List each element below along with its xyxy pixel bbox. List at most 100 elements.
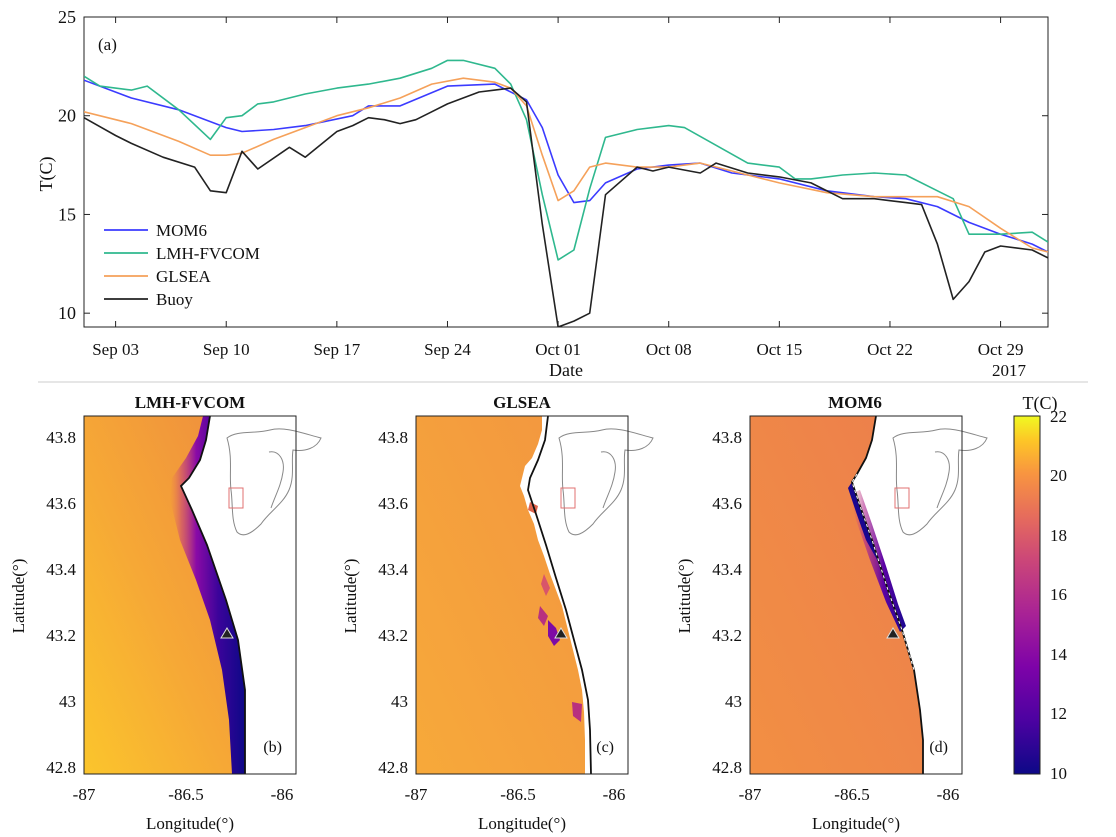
cold-patch [541, 574, 550, 596]
x-tick-label: -86 [937, 785, 960, 804]
colorbar-tick: 16 [1050, 585, 1067, 604]
legend-label: LMH-FVCOM [156, 244, 260, 263]
x-axis-label: Longitude(°) [146, 814, 234, 833]
y-tick-label: 42.8 [712, 758, 742, 777]
y-tick-label: 15 [58, 204, 76, 224]
cold-patch [548, 620, 560, 646]
upwelling-cold-band [848, 482, 880, 565]
x-axis-label: Longitude(°) [812, 814, 900, 833]
map-frame [749, 415, 963, 775]
x-tick-label: Oct 15 [756, 340, 802, 359]
series-line-mom6 [84, 79, 1048, 253]
great-lakes-inset [558, 428, 654, 536]
y-tick-label: 43.8 [46, 428, 76, 447]
y-axis-label: Latitude(°) [9, 559, 28, 634]
y-axis-label: Latitude(°) [341, 559, 360, 634]
colorbar: T(C) 10 12 14 16 18 20 22 [1013, 393, 1068, 783]
y-tick-label: 43 [391, 692, 408, 711]
colorbar-tick: 22 [1050, 407, 1067, 426]
y-axis-label: Latitude(°) [675, 559, 694, 634]
timeseries-plot-area [83, 16, 1049, 328]
y-tick-label: 43.8 [378, 428, 408, 447]
series-line-buoy [84, 87, 1048, 327]
year-label: 2017 [992, 361, 1027, 380]
colorbar-gradient [1013, 415, 1041, 775]
panel-label-c: (c) [596, 739, 614, 756]
upwelling-cold-band [170, 416, 245, 774]
y-tick-label: 43.6 [378, 494, 408, 513]
x-tick-label: Sep 24 [424, 340, 471, 359]
y-tick-label: 20 [58, 106, 76, 126]
x-tick-label: Oct 22 [867, 340, 913, 359]
x-tick-label: Sep 17 [313, 340, 360, 359]
panel-label-d: (d) [929, 739, 948, 756]
x-axis-label: Date [549, 360, 583, 380]
y-tick-label: 43.6 [712, 494, 742, 513]
colorbar-tick: 20 [1050, 466, 1067, 485]
x-tick-label: Oct 29 [978, 340, 1024, 359]
y-axis-label: T(C) [36, 157, 57, 192]
x-tick-label: -87 [405, 785, 428, 804]
y-tick-label: 42.8 [378, 758, 408, 777]
x-tick-label: -86 [603, 785, 626, 804]
temperature-field [84, 416, 245, 774]
x-axis-label: Longitude(°) [478, 814, 566, 833]
x-tick-label: Sep 10 [203, 340, 250, 359]
map-title: LMH-FVCOM [135, 393, 245, 412]
y-tick-label: 43.2 [378, 626, 408, 645]
y-tick-label: 43.4 [378, 560, 408, 579]
temperature-field [750, 416, 923, 774]
timeseries-panel: 10 15 20 25 Sep 03 Sep 10 Sep 17 Sep 24 Oct 01 O… [36, 7, 1088, 383]
y-tick-label: 43 [725, 692, 742, 711]
shoreline [179, 415, 246, 774]
x-tick-label: -86.5 [168, 785, 203, 804]
buoy-marker [220, 627, 234, 639]
legend: MOM6 LMH-FVCOM GLSEA Buoy [104, 221, 260, 309]
y-tick-label: 43.8 [712, 428, 742, 447]
y-tick-label: 25 [58, 7, 76, 27]
x-tick-label: -86 [271, 785, 294, 804]
y-axis-ticks: 10 15 20 25 [58, 7, 1048, 323]
great-lakes-inset [226, 428, 322, 536]
colorbar-tick: 12 [1050, 704, 1067, 723]
legend-label: MOM6 [156, 221, 207, 240]
legend-label: Buoy [156, 290, 193, 309]
colorbar-tick: 10 [1050, 764, 1067, 783]
x-tick-label: -86.5 [500, 785, 535, 804]
buoy-marker [886, 627, 900, 639]
map-panel-glsea: GLSEA (c) -87 -86.5 -86 Longitude(°) 42.… [341, 393, 654, 833]
x-tick-label: -87 [73, 785, 96, 804]
x-axis-ticks: Sep 03 Sep 10 Sep 17 Sep 24 Oct 01 Oct 08 Oct … [92, 17, 1023, 359]
colorbar-tick: 18 [1050, 526, 1067, 545]
y-tick-label: 42.8 [46, 758, 76, 777]
x-tick-label: -87 [739, 785, 762, 804]
y-tick-label: 43 [59, 692, 76, 711]
colorbar-tick: 14 [1050, 645, 1068, 664]
y-tick-label: 43.4 [46, 560, 76, 579]
buoy-marker [554, 627, 568, 639]
x-tick-label: Oct 08 [646, 340, 692, 359]
map-title: GLSEA [493, 393, 551, 412]
y-tick-label: 43.6 [46, 494, 76, 513]
x-tick-label: Sep 03 [92, 340, 139, 359]
shoreline [527, 415, 592, 775]
legend-label: GLSEA [156, 267, 212, 286]
temperature-field [416, 416, 585, 774]
shoreline [851, 415, 924, 774]
panel-label-b: (b) [263, 739, 282, 756]
map-title: MOM6 [828, 393, 882, 412]
y-tick-label: 43.4 [712, 560, 742, 579]
x-tick-label: Oct 01 [535, 340, 581, 359]
colorbar-title: T(C) [1023, 393, 1058, 414]
map-frame [83, 415, 297, 775]
map-panel-lmh-fvcom: LMH-FVCOM (b) -87 -86.5 -86 Longitude(°)… [9, 393, 322, 833]
cold-patch [572, 702, 582, 722]
map-panel-mom6: MOM6 (d) -87 -86.5 -86 Longitude(°) 42.8… [675, 393, 988, 833]
y-tick-label: 43.2 [46, 626, 76, 645]
y-tick-label: 43.2 [712, 626, 742, 645]
y-tick-label: 10 [58, 303, 76, 323]
timeseries-lines [84, 59, 1048, 327]
cold-patch [538, 606, 548, 626]
panel-label-a: (a) [98, 35, 117, 54]
